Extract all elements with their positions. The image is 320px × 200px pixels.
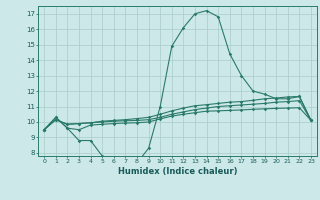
X-axis label: Humidex (Indice chaleur): Humidex (Indice chaleur)	[118, 167, 237, 176]
